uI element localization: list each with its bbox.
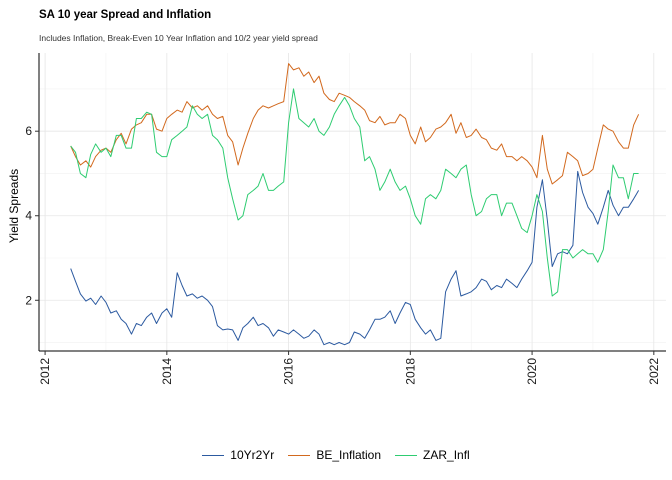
- series-line-zar-infl: [70, 88, 639, 297]
- axes: [35, 53, 666, 355]
- legend-label: BE_Inflation: [316, 448, 382, 462]
- tick-labels: 2 4 6 2012 2014 2016 2018 2020 2022: [25, 124, 661, 385]
- grid-lines: [39, 53, 666, 351]
- legend: 10Yr2Yr BE_Inflation ZAR_Infl: [0, 446, 672, 464]
- x-tick-label: 2018: [403, 358, 417, 385]
- legend-key: [395, 454, 418, 456]
- legend-key: [202, 454, 225, 456]
- legend-item: ZAR_Infl: [395, 448, 470, 462]
- legend-key: [288, 454, 311, 456]
- legend-item: BE_Inflation: [288, 448, 381, 462]
- chart-subtitle: Includes Inflation, Break-Even 10 Year I…: [39, 33, 318, 43]
- x-tick-label: 2012: [38, 358, 52, 385]
- x-tick-label: 2020: [525, 358, 539, 385]
- legend-label: 10Yr2Yr: [230, 448, 275, 462]
- x-tick-label: 2014: [160, 358, 174, 385]
- x-tick-label: 2022: [647, 358, 661, 385]
- chart-title: SA 10 year Spread and Inflation: [39, 9, 212, 21]
- y-tick-label: 2: [25, 293, 32, 307]
- legend-item: 10Yr2Yr: [202, 448, 274, 462]
- line-chart: 2 4 6 2012 2014 2016 2018 2020 2022 Yield Spread…: [7, 53, 666, 385]
- series-line-be-inflation: [70, 63, 640, 185]
- legend-label: ZAR_Infl: [423, 448, 470, 462]
- y-tick-label: 6: [25, 124, 32, 138]
- series-line-10yr2yr: [70, 170, 640, 346]
- series-lines: [70, 63, 640, 346]
- y-tick-label: 4: [25, 209, 32, 223]
- y-axis-title: Yield Spreads: [7, 169, 21, 243]
- x-tick-label: 2016: [282, 358, 296, 385]
